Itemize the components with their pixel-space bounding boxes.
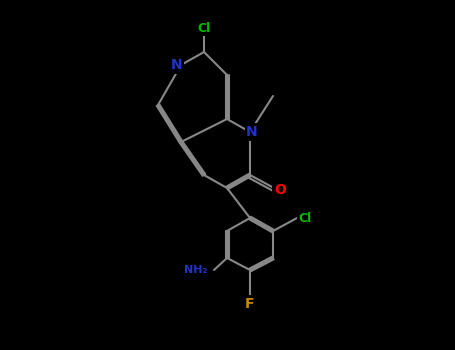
Text: F: F xyxy=(245,297,255,311)
Text: NH₂: NH₂ xyxy=(184,265,207,275)
Text: N: N xyxy=(171,58,183,72)
Text: O: O xyxy=(274,183,286,197)
Text: N: N xyxy=(246,125,258,139)
Text: Cl: Cl xyxy=(298,211,312,224)
Text: Cl: Cl xyxy=(197,21,211,35)
